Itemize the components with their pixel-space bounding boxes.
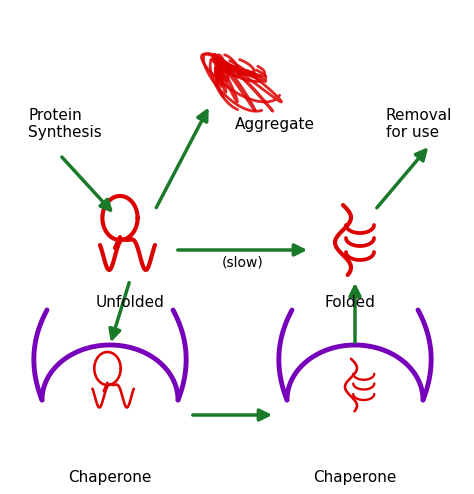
Text: Protein
Synthesis: Protein Synthesis (28, 108, 102, 140)
Text: Aggregate: Aggregate (235, 117, 315, 132)
Text: Chaperone: Chaperone (68, 470, 152, 485)
Text: Removal
for use: Removal for use (386, 108, 452, 140)
Text: Unfolded: Unfolded (96, 295, 164, 310)
Text: (slow): (slow) (222, 255, 264, 269)
Text: Chaperone: Chaperone (313, 470, 397, 485)
Text: Folded: Folded (325, 295, 375, 310)
